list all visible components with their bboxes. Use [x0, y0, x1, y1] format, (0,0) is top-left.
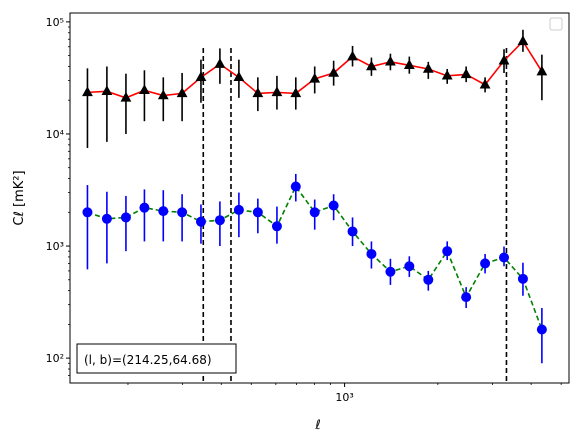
data-point [422, 62, 434, 73]
vertical-lines [202, 48, 508, 383]
y-tick-label: 10⁴ [46, 128, 65, 141]
series-1 [82, 29, 548, 148]
data-point [517, 35, 529, 46]
data-point [536, 65, 548, 76]
data-point [403, 59, 415, 69]
data-point [139, 202, 150, 213]
data-point [101, 213, 112, 224]
series-group [82, 29, 548, 364]
data-point [461, 292, 472, 303]
x-axis-label: ℓ [314, 418, 320, 433]
data-point [271, 221, 282, 232]
data-point [309, 72, 321, 83]
data-point [290, 87, 302, 98]
data-point [404, 261, 415, 272]
data-point [233, 204, 244, 215]
data-point [385, 55, 396, 66]
legend-box [549, 17, 563, 31]
data-point [139, 84, 150, 95]
data-point [536, 324, 547, 335]
data-point [252, 207, 263, 218]
data-point [252, 87, 264, 98]
x-tick-label: 10³ [335, 391, 353, 404]
data-point [120, 212, 131, 223]
data-point [158, 206, 169, 217]
data-point [517, 273, 528, 284]
y-tick-label: 10³ [46, 240, 64, 253]
data-point [120, 91, 132, 102]
y-axis-label: Cℓ [mK²] [12, 170, 27, 225]
data-point [423, 274, 434, 285]
data-point [177, 207, 188, 218]
data-point [328, 66, 340, 77]
data-point [499, 252, 510, 263]
data-point [233, 71, 245, 82]
y-tick-label: 10² [46, 352, 64, 365]
data-point [214, 215, 225, 226]
data-point [290, 181, 301, 192]
data-point [176, 87, 188, 98]
plot-frame [69, 12, 570, 384]
data-point [195, 71, 207, 82]
axes: 10² 10³ 10⁴ 10⁵ 10³ [46, 16, 562, 404]
data-point [157, 89, 169, 100]
data-point [347, 226, 358, 237]
data-point [441, 69, 453, 80]
data-point [385, 266, 396, 277]
data-point [366, 248, 377, 259]
data-point [328, 200, 339, 211]
data-point [366, 60, 377, 71]
data-point [271, 86, 283, 97]
data-point [442, 246, 453, 257]
data-point [347, 50, 358, 61]
data-point [195, 216, 206, 227]
y-tick-label: 10⁵ [46, 16, 64, 29]
annotation-text: (l, b)=(214.25,64.68) [84, 353, 212, 367]
data-point [82, 86, 93, 97]
data-point [101, 85, 113, 96]
data-point [214, 58, 226, 68]
data-point [460, 68, 472, 79]
data-point [480, 258, 491, 269]
data-point [82, 207, 93, 218]
data-point [479, 78, 491, 89]
series-2 [82, 173, 547, 364]
data-point [498, 54, 510, 65]
data-point [309, 207, 320, 218]
annotation-box: (l, b)=(214.25,64.68) [76, 343, 237, 374]
